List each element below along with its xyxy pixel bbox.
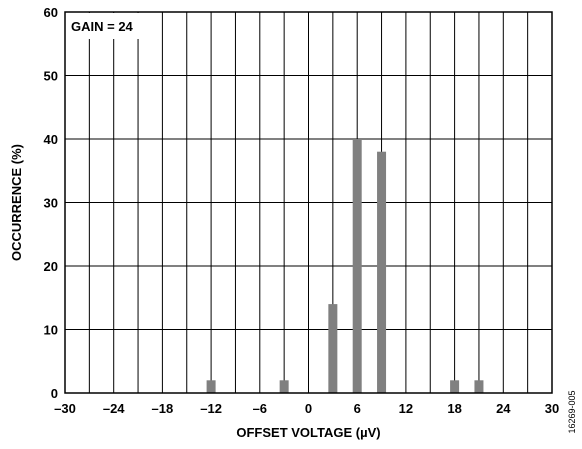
annotation-gain: GAIN = 24 <box>71 19 134 34</box>
x-tick-label: 0 <box>305 401 312 416</box>
x-tick-label: –30 <box>54 401 76 416</box>
x-tick-label: 30 <box>545 401 559 416</box>
x-tick-label: 18 <box>447 401 461 416</box>
x-tick-label: 24 <box>496 401 511 416</box>
plot-frame <box>64 11 553 394</box>
y-tick-labels: 0 10 20 30 40 50 60 <box>44 5 58 401</box>
x-tick-label: –12 <box>200 401 222 416</box>
x-tick-labels: –30 –24 –18 –12 –6 0 6 12 18 24 30 <box>54 401 559 416</box>
y-tick-label: 30 <box>44 196 58 211</box>
y-axis-title: OCCURRENCE (%) <box>9 144 24 261</box>
x-axis-title: OFFSET VOLTAGE (µV) <box>236 425 380 440</box>
annotation-box <box>66 13 152 39</box>
histogram-bar <box>352 139 362 393</box>
histogram-bar <box>328 304 338 393</box>
x-tick-label: –24 <box>103 401 125 416</box>
bars <box>206 139 484 393</box>
y-tick-label: 0 <box>51 386 58 401</box>
x-tick-label: 6 <box>354 401 361 416</box>
y-tick-label: 40 <box>44 132 58 147</box>
x-tick-label: 12 <box>399 401 413 416</box>
x-tick-label: –18 <box>152 401 174 416</box>
histogram-bar <box>474 380 484 393</box>
figure-id: 16269-005 <box>567 390 577 433</box>
y-tick-label: 10 <box>44 323 58 338</box>
histogram-bar <box>279 380 289 393</box>
histogram-bar <box>377 151 387 393</box>
histogram-bar <box>450 380 460 393</box>
y-tick-label: 60 <box>44 5 58 20</box>
grid <box>65 12 552 393</box>
histogram-bar <box>206 380 216 393</box>
x-tick-label: –6 <box>253 401 267 416</box>
y-tick-label: 20 <box>44 259 58 274</box>
y-tick-label: 50 <box>44 69 58 84</box>
